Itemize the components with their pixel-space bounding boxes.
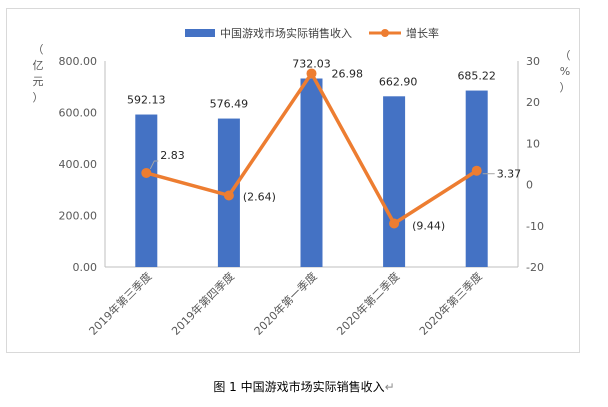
growth-rate-point [141,167,152,178]
legend-line-label: 增长率 [406,26,439,40]
right-axis-unit-char: ） [560,81,571,94]
data-label-leader [149,160,159,170]
right-axis-unit-char: % [560,65,570,78]
left-axis-unit-char: ） [33,91,44,104]
bar-value-label: 732.03 [292,58,331,71]
chart: 0.00 200.00 400.00 600.00 800.00 -20 -10 0 10 20 3… [33,26,571,338]
left-axis-unit-char: 元 [33,75,44,88]
x-axis-category-label: 2019年第四季度 [168,269,237,338]
line-value-label: (9.44) [412,219,445,232]
right-axis-unit-char: （ [560,49,571,62]
left-axis-unit-char: 亿 [33,59,44,72]
bar [300,78,323,267]
bar [383,96,406,267]
growth-rate-point [223,190,234,201]
right-axis-tick-label: 20 [526,96,540,109]
right-axis-tick-label: 30 [526,55,540,68]
legend-bar-label: 中国游戏市场实际销售收入 [220,26,352,40]
growth-rate-point [306,68,317,79]
left-axis-tick-label: 800.00 [59,55,98,68]
right-axis-tick-label: 10 [526,137,540,150]
caption-text: 图 1 中国游戏市场实际销售收入 [213,380,385,394]
x-axis-category-label: 2020年第二季度 [334,269,403,338]
line-value-label: 3.37 [497,168,522,181]
left-axis-tick-label: 200.00 [59,210,98,223]
chart-frame: 0.00 200.00 400.00 600.00 800.00 -20 -10 0 10 20 3… [6,8,580,353]
bar-value-label: 576.49 [210,98,249,111]
growth-rate-point [471,165,482,176]
line-value-label: (2.64) [243,190,276,203]
right-axis-tick-label: -20 [526,261,544,274]
bar [465,90,488,267]
x-axis-category-label: 2019年第三季度 [86,269,155,338]
left-axis-unit-char: （ [33,43,44,56]
left-axis-tick-label: 0.00 [73,261,98,274]
legend-bar-swatch [185,29,215,37]
line-value-label: 26.98 [332,67,364,80]
x-axis-category-label: 2020年第一季度 [251,269,320,338]
growth-rate-point [389,218,400,229]
right-axis-tick-label: 0 [526,179,533,192]
bar-value-label: 662.90 [379,75,418,88]
paragraph-mark: ↵ [384,380,395,394]
line-value-label: 2.83 [160,149,185,162]
bar [135,114,158,268]
left-axis-tick-label: 400.00 [59,158,98,171]
bar-value-label: 592.13 [127,94,166,107]
right-axis-tick-label: -10 [526,220,544,233]
left-axis-tick-label: 600.00 [59,107,98,120]
figure-caption: 图 1 中国游戏市场实际销售收入↵ [0,378,608,395]
legend-line-marker [381,29,389,37]
x-axis-category-label: 2020年第三季度 [416,269,485,338]
bar-value-label: 685.22 [457,70,496,83]
